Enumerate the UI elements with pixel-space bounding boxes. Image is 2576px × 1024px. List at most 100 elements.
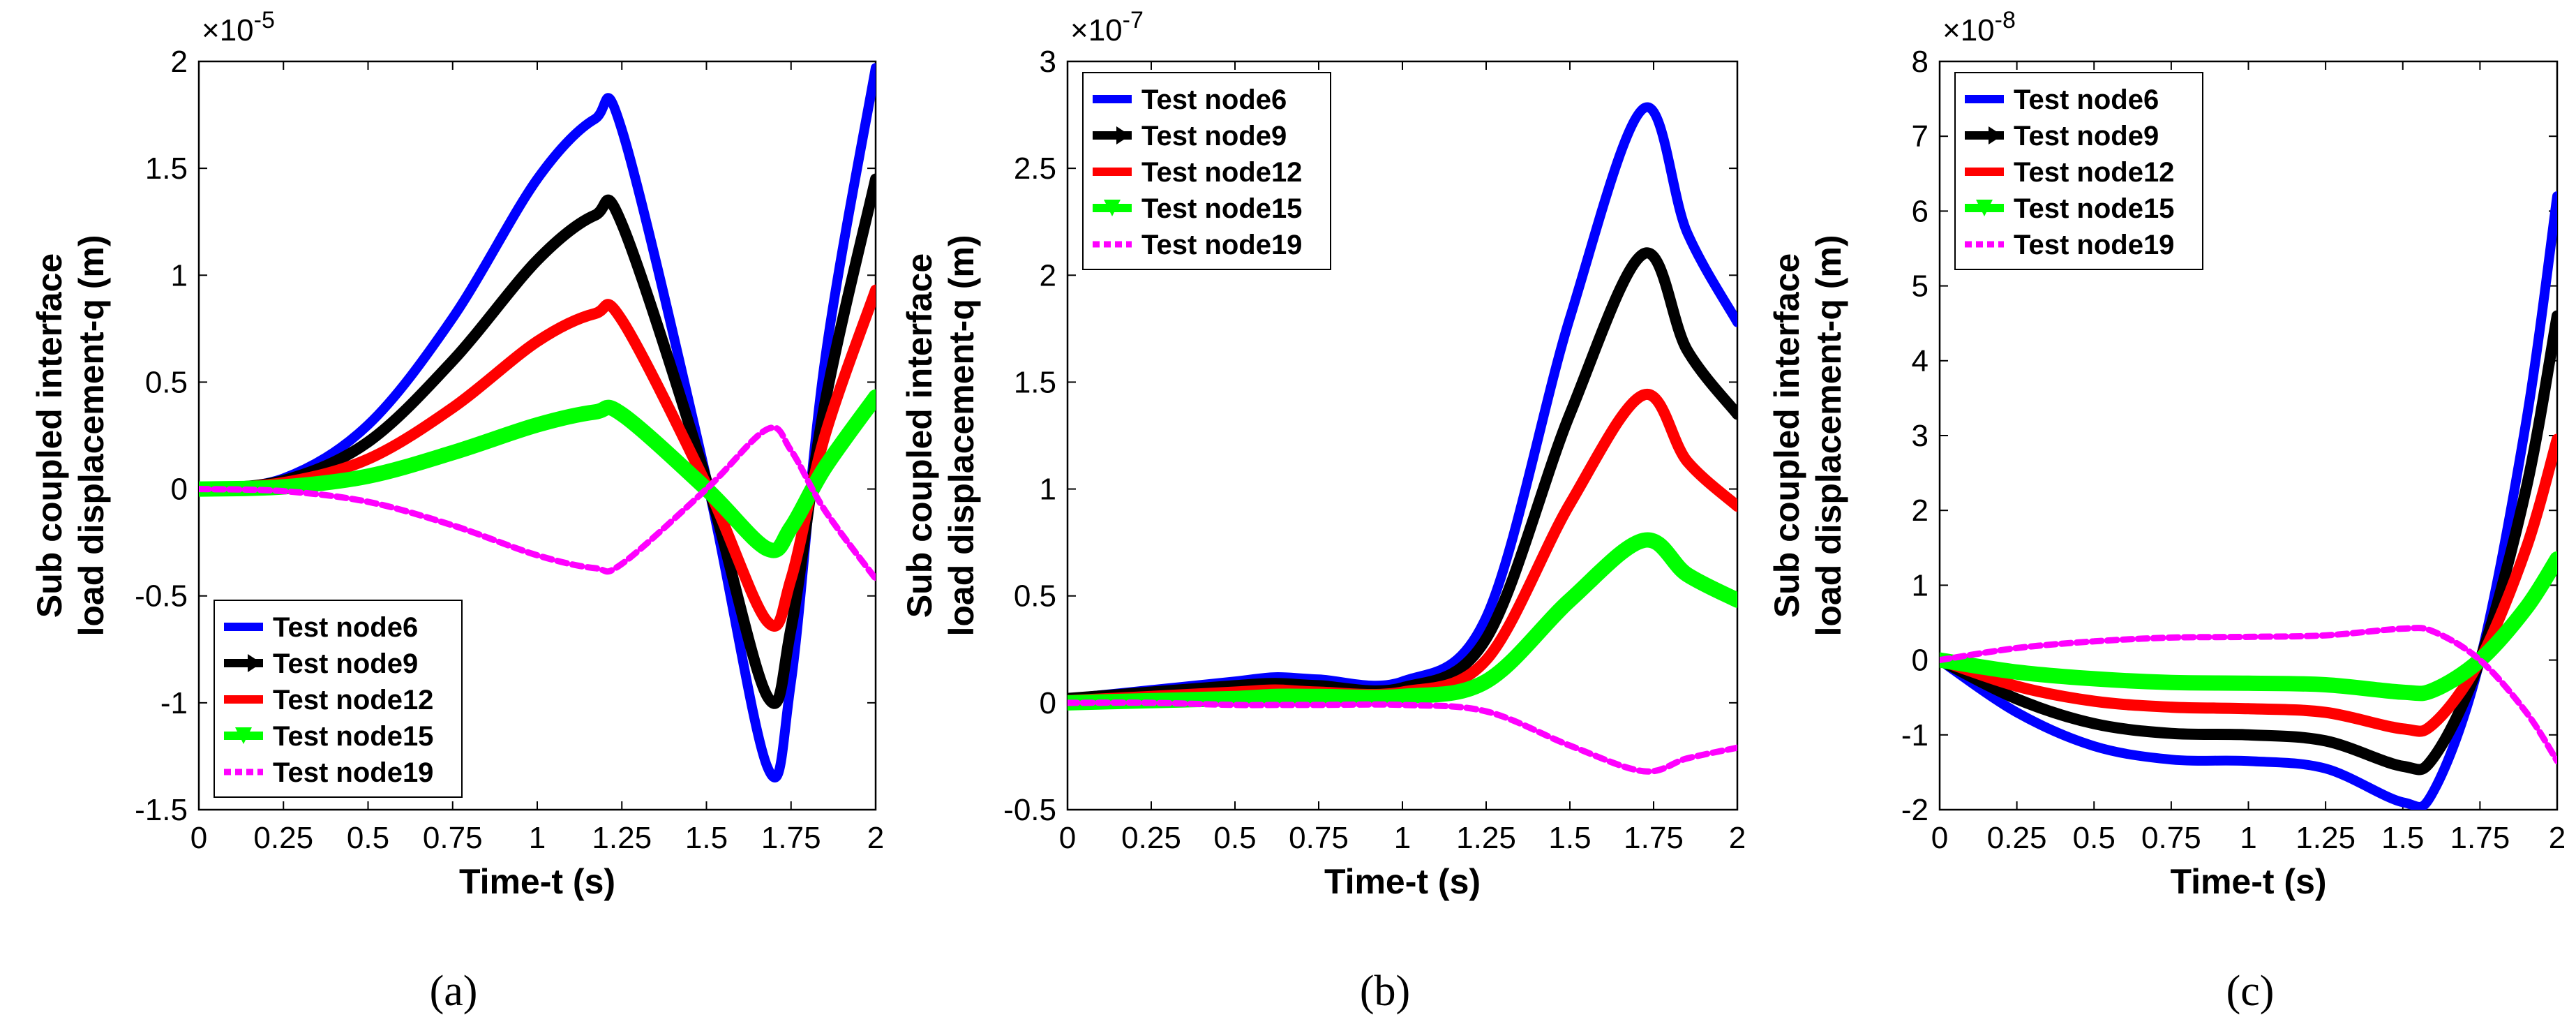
data-point bbox=[535, 339, 539, 344]
data-point bbox=[2014, 684, 2019, 689]
x-tick-label: 1.75 bbox=[761, 821, 821, 855]
series-line-test-node15 bbox=[1068, 532, 1737, 711]
x-tick-label: 2 bbox=[867, 821, 884, 855]
data-point bbox=[2169, 635, 2173, 640]
data-point bbox=[2524, 545, 2529, 550]
data-point bbox=[2524, 486, 2529, 491]
data-point bbox=[1484, 679, 1488, 684]
y-axis-label-line1: Sub coupled interface bbox=[30, 253, 69, 618]
data-point bbox=[1568, 598, 1572, 602]
data-point bbox=[823, 358, 828, 363]
data-point bbox=[1273, 694, 1278, 699]
data-point bbox=[1940, 658, 1942, 662]
data-point bbox=[823, 465, 828, 470]
data-point bbox=[1641, 106, 1646, 111]
y-tick-label: 7 bbox=[1912, 119, 1929, 154]
y-axis-label-line2: load displacement-q (m) bbox=[1809, 235, 1848, 636]
data-point bbox=[450, 450, 455, 455]
data-point bbox=[765, 426, 770, 431]
y-axis-label-line1: Sub coupled interface bbox=[1767, 253, 1806, 618]
x-tick-label: 1.5 bbox=[685, 821, 728, 855]
series-line-test-node19 bbox=[199, 424, 876, 582]
series-lines bbox=[1940, 191, 2557, 810]
data-point bbox=[2092, 721, 2097, 726]
data-point bbox=[1484, 636, 1488, 641]
data-point bbox=[1568, 412, 1572, 417]
data-point bbox=[2246, 706, 2251, 711]
data-point bbox=[788, 625, 793, 630]
data-point bbox=[2014, 710, 2019, 715]
data-point bbox=[366, 474, 370, 479]
data-point bbox=[450, 316, 455, 320]
chart-2: 0 0.25 0.5 0.75 1 1.25 1.5 1.75 2-0.500.511.522.… bbox=[900, 7, 1746, 1015]
data-point bbox=[620, 412, 624, 417]
data-point bbox=[788, 679, 793, 684]
legend: Test node6 Test node9 Test node12 Test node… bbox=[1954, 72, 2203, 270]
data-point bbox=[1641, 251, 1646, 256]
y-tick-label: -2 bbox=[1901, 793, 1929, 827]
legend-label: Test node12 bbox=[273, 685, 433, 715]
data-point bbox=[2400, 626, 2405, 631]
legend-label: Test node12 bbox=[2014, 157, 2174, 188]
data-point bbox=[592, 410, 597, 415]
data-point bbox=[2478, 658, 2483, 662]
data-point bbox=[2246, 759, 2251, 764]
x-tick-label: 0.25 bbox=[253, 821, 313, 855]
x-tick-label: 1.25 bbox=[2296, 821, 2356, 855]
x-tick-label: 1.25 bbox=[592, 821, 652, 855]
y-tick-label: -1 bbox=[1901, 718, 1929, 752]
y-tick-label: 2 bbox=[1912, 494, 1929, 528]
data-point bbox=[450, 406, 455, 410]
y-tick-label: 5 bbox=[1912, 269, 1929, 304]
y-tick-label: -1.5 bbox=[135, 793, 188, 827]
legend-label: Test node9 bbox=[2014, 121, 2159, 151]
data-point bbox=[2400, 727, 2405, 732]
data-point bbox=[1735, 745, 1737, 750]
x-axis-label: Time-t (s) bbox=[459, 862, 615, 901]
y-tick-label: 1.5 bbox=[1014, 365, 1056, 399]
data-point bbox=[823, 508, 828, 513]
data-point bbox=[1400, 694, 1405, 699]
data-point bbox=[1685, 572, 1689, 577]
series-lines bbox=[199, 63, 876, 782]
data-point bbox=[1685, 756, 1689, 761]
data-point bbox=[620, 561, 624, 566]
data-point bbox=[1641, 769, 1646, 773]
data-point bbox=[704, 487, 709, 491]
data-point bbox=[2432, 789, 2436, 794]
x-tick-label: 0.75 bbox=[423, 821, 483, 855]
data-point bbox=[823, 401, 828, 406]
data-point bbox=[2432, 688, 2436, 692]
legend-label: Test node15 bbox=[1141, 193, 1302, 224]
data-point bbox=[592, 117, 597, 121]
data-point bbox=[765, 547, 770, 551]
y-tick-label: 8 bbox=[1912, 45, 1929, 79]
y-tick-label: 0.5 bbox=[1014, 579, 1056, 614]
legend-label: Test node9 bbox=[1141, 121, 1287, 151]
data-point bbox=[592, 213, 597, 218]
data-point bbox=[535, 553, 539, 558]
data-point bbox=[535, 177, 539, 181]
x-tick-label: 0.25 bbox=[1987, 821, 2047, 855]
x-tick-label: 0.5 bbox=[1213, 821, 1256, 855]
data-point bbox=[1685, 348, 1689, 353]
series-line-test-node9 bbox=[1068, 247, 1737, 704]
legend: Test node6 Test node9 Test node12 Test node… bbox=[214, 600, 463, 798]
y-tick-label: 1.5 bbox=[145, 151, 188, 186]
x-tick-label: 0 bbox=[190, 821, 207, 855]
legend-label: Test node9 bbox=[273, 648, 418, 679]
x-tick-label: 2 bbox=[1729, 821, 1746, 855]
data-point bbox=[2524, 710, 2529, 715]
data-point bbox=[788, 448, 793, 453]
legend-label: Test node6 bbox=[2014, 84, 2159, 115]
data-point bbox=[2524, 418, 2529, 423]
data-point bbox=[874, 288, 876, 292]
axis-exponent: ×10-8 bbox=[1942, 7, 2016, 47]
chart-3: 0 0.25 0.5 0.75 1 1.25 1.5 1.75 2 -2 -1 0 1 2 3 4 5 6 7 8 ×1… bbox=[1767, 7, 2566, 1015]
data-point bbox=[765, 694, 770, 699]
data-point bbox=[2524, 605, 2529, 610]
data-point bbox=[592, 311, 597, 316]
y-axis-label-line2: load displacement-q (m) bbox=[942, 235, 981, 636]
series-line-test-node9 bbox=[1940, 310, 2557, 776]
data-point bbox=[2092, 676, 2097, 681]
